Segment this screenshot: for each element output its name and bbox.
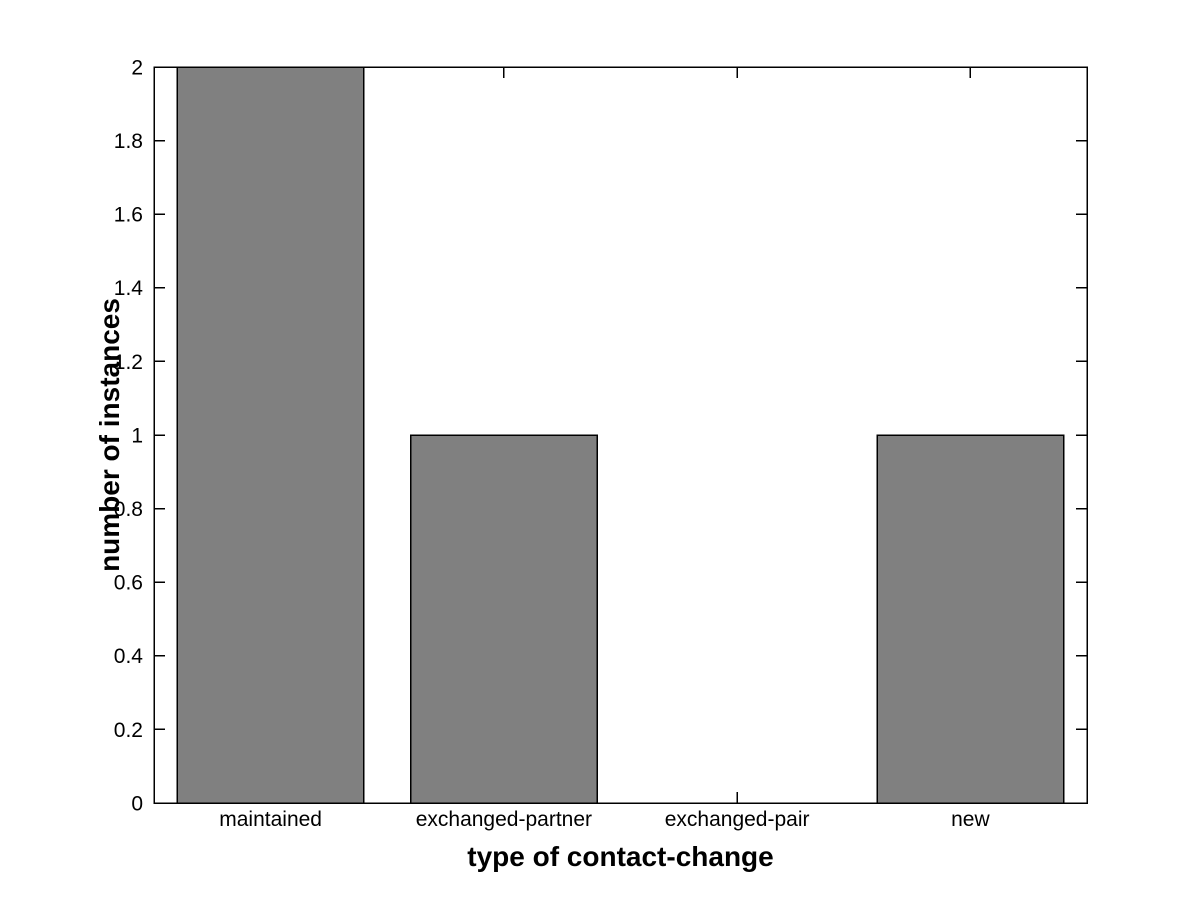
bar-exchanged-partner	[409, 434, 598, 804]
y-tick-label: 0.8	[114, 498, 143, 521]
y-tick-label: 1.6	[114, 204, 143, 227]
y-tick-label: 1.2	[114, 351, 143, 374]
y-tick-label: 0.6	[114, 572, 143, 595]
y-axis-label: number of instances	[94, 298, 125, 572]
x-axis-label: type of contact-change	[467, 841, 773, 872]
x-tick-label: exchanged-pair	[665, 808, 810, 831]
y-tick-label: 0.2	[114, 719, 143, 742]
bar-maintained	[176, 66, 365, 804]
x-tick-label: maintained	[219, 808, 322, 831]
y-tick-label: 0.4	[114, 645, 144, 668]
y-tick-label: 1.4	[114, 277, 144, 300]
x-tick-label: exchanged-partner	[416, 808, 592, 831]
y-tick-label: 1.8	[114, 130, 143, 153]
y-tick-label: 0	[131, 792, 143, 815]
x-tick-label: new	[951, 808, 990, 831]
bar-new	[876, 434, 1065, 804]
y-tick-label: 2	[131, 56, 143, 79]
y-tick-label: 1	[131, 424, 143, 447]
